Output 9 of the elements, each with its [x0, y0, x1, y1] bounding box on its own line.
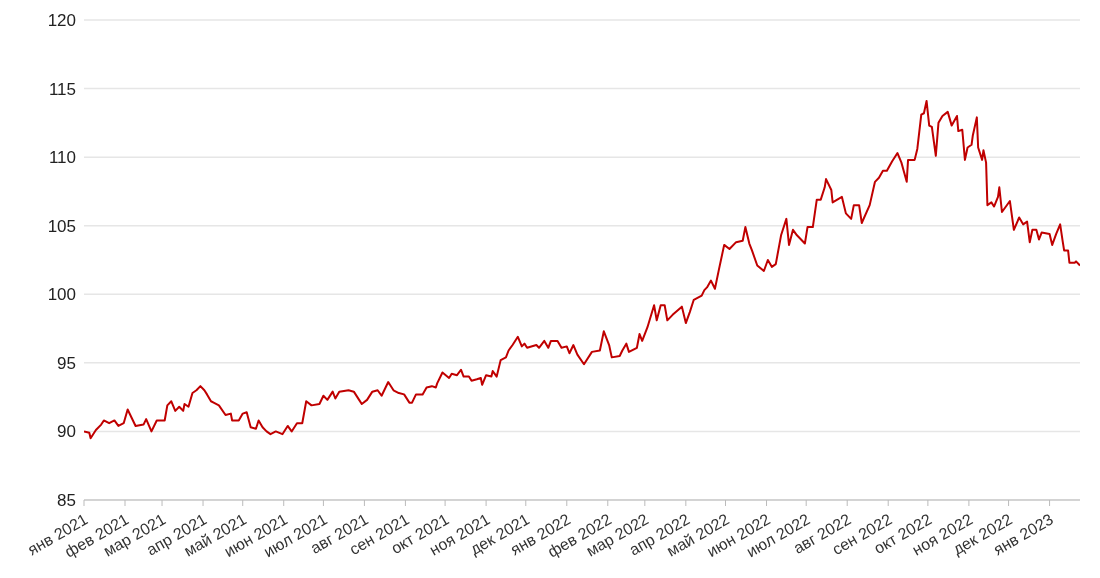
y-tick-label: 95 [57, 353, 76, 373]
y-tick-label: 105 [47, 216, 76, 236]
y-tick-label: 120 [47, 11, 76, 31]
line-series [84, 99, 1080, 440]
y-tick-label: 100 [47, 285, 76, 305]
y-tick-label: 90 [57, 422, 76, 442]
y-tick-label: 110 [48, 148, 76, 168]
y-tick-label: 115 [48, 79, 76, 99]
y-tick-label: 85 [57, 491, 76, 511]
